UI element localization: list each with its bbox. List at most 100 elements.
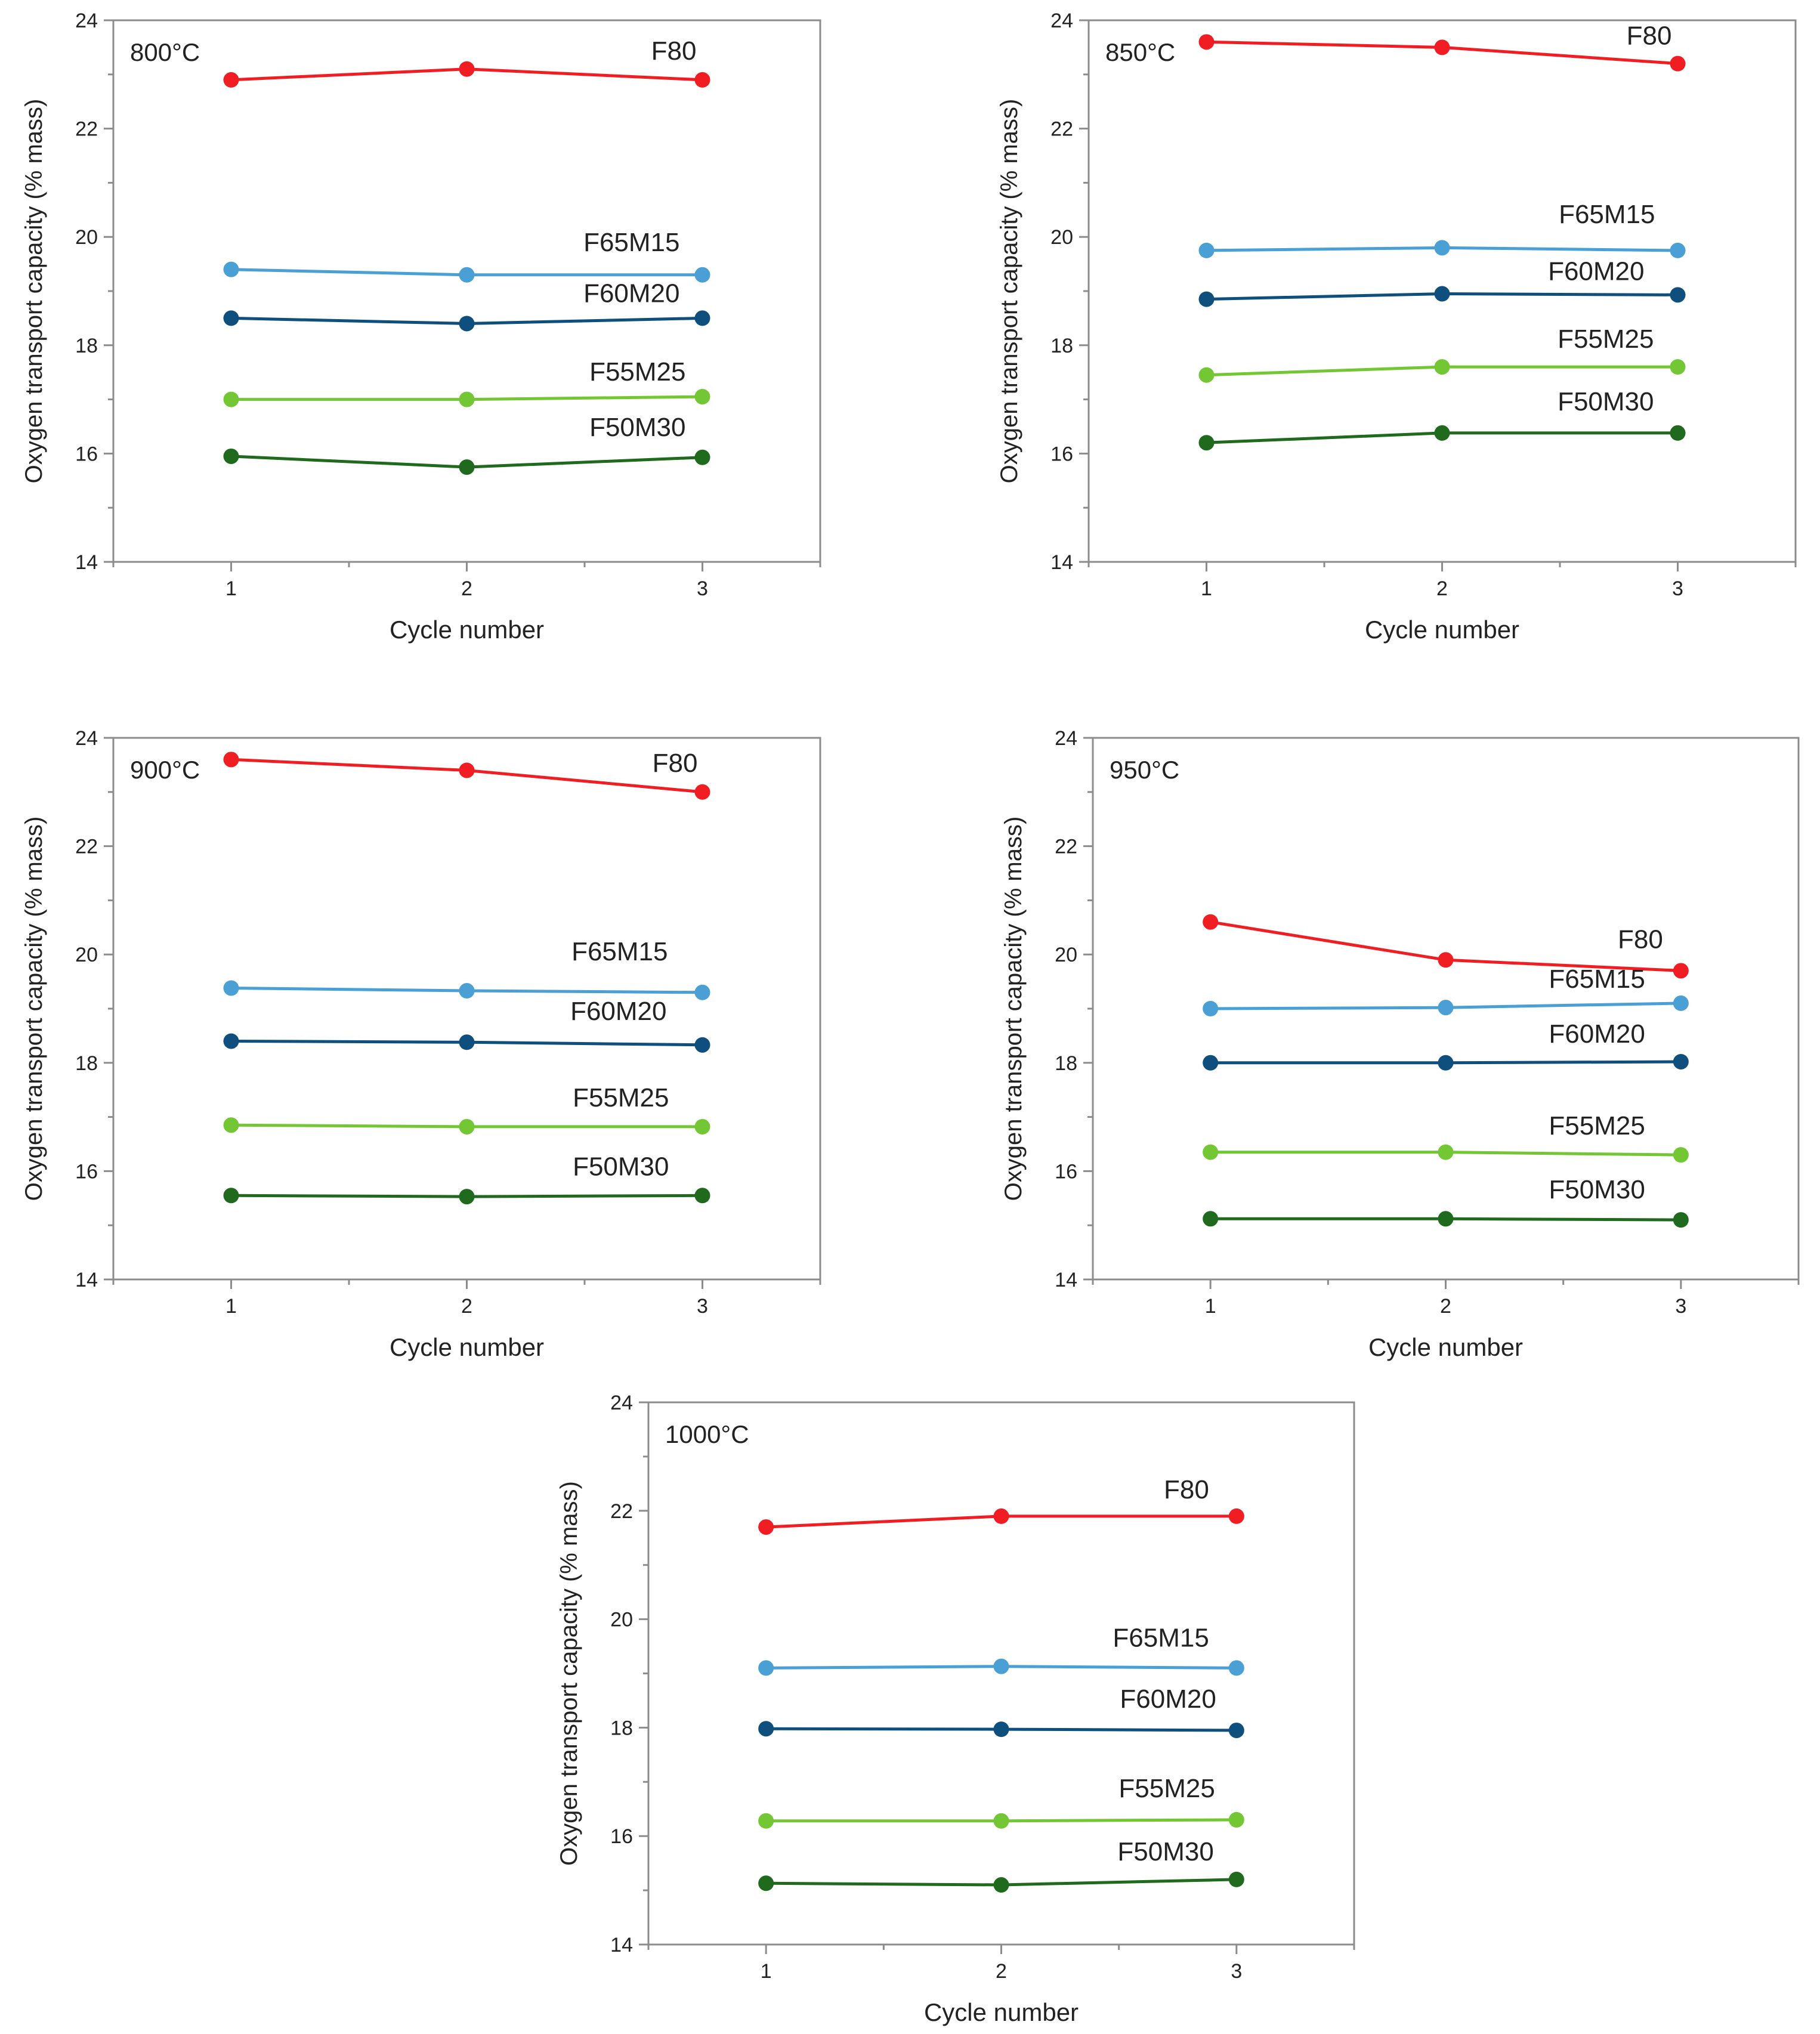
- x-tick-label: 2: [1436, 577, 1448, 600]
- data-point: [459, 459, 475, 475]
- series-label: F80: [1618, 925, 1663, 954]
- series-f65m15: F65M15: [1203, 965, 1689, 1016]
- chart-panel-3: 14 16 18 20 22 24 1 2 3 Cycle number Oxygen transp…: [21, 727, 821, 1361]
- plot-frame: [112, 19, 821, 563]
- y-axis-label: Oxygen transport capacity (% mass): [21, 99, 47, 484]
- series-label: F65M15: [583, 228, 679, 257]
- data-point: [758, 1875, 774, 1891]
- data-point: [694, 389, 710, 405]
- series-f50m30: F50M30: [1198, 387, 1686, 451]
- series-label: F80: [1164, 1475, 1209, 1504]
- y-tick-label: 14: [75, 1269, 98, 1291]
- series-f55m25: F55M25: [1203, 1111, 1689, 1163]
- x-tick-label: 3: [1231, 1960, 1242, 1983]
- y-axis-label: Oxygen transport capacity (% mass): [996, 99, 1022, 484]
- data-point: [1198, 435, 1215, 451]
- data-point: [993, 1813, 1009, 1829]
- series-label: F55M25: [1558, 324, 1654, 354]
- x-tick-label: 3: [1675, 1295, 1686, 1318]
- data-point: [1228, 1871, 1244, 1887]
- series-f55m25: F55M25: [758, 1774, 1244, 1829]
- data-point: [1434, 240, 1450, 256]
- x-tick-label: 1: [225, 577, 237, 600]
- chart-panel-4: 14 16 18 20 22 24 1 2 3 Cycle number Oxygen transp…: [1000, 727, 1800, 1361]
- x-tick-label: 2: [996, 1960, 1007, 1983]
- data-point: [1434, 425, 1450, 441]
- data-point: [1434, 286, 1450, 302]
- series-label: F65M15: [571, 937, 668, 966]
- series-label: F50M30: [1117, 1837, 1213, 1866]
- series-label: F60M20: [1548, 256, 1644, 286]
- x-axis-label: Cycle number: [390, 1333, 544, 1361]
- data-point: [1198, 34, 1215, 50]
- temperature-annotation: 900°C: [130, 756, 200, 784]
- y-tick-label: 18: [75, 335, 98, 357]
- y-tick-label: 24: [1055, 727, 1077, 750]
- y-tick-label: 24: [75, 10, 98, 32]
- y-tick-label: 14: [1050, 551, 1073, 574]
- data-point: [1203, 1001, 1219, 1016]
- series-f60m20: F60M20: [758, 1684, 1244, 1738]
- y-tick-label: 16: [75, 443, 98, 465]
- data-point: [459, 267, 475, 283]
- series-label: F50M30: [589, 413, 685, 442]
- temperature-annotation: 1000°C: [665, 1420, 749, 1448]
- data-point: [1670, 242, 1686, 258]
- series-f60m20: F60M20: [223, 279, 710, 332]
- series-label: F50M30: [573, 1152, 669, 1181]
- data-point: [1198, 242, 1215, 258]
- x-tick-label: 2: [1440, 1295, 1451, 1318]
- series-label: F60M20: [1549, 1019, 1645, 1049]
- data-point: [459, 391, 475, 407]
- temperature-annotation: 950°C: [1110, 756, 1179, 784]
- chart-panel-5: 14 16 18 20 22 24 1 2 3 Cycle number Oxygen transp…: [556, 1392, 1355, 2026]
- data-point: [223, 448, 239, 464]
- series-label: F55M25: [589, 357, 685, 387]
- series-label: F60M20: [583, 279, 679, 308]
- data-point: [1438, 1144, 1454, 1160]
- data-point: [1438, 1000, 1454, 1016]
- y-tick-label: 18: [610, 1717, 633, 1739]
- y-tick-label: 16: [1055, 1160, 1077, 1183]
- data-point: [1203, 1144, 1219, 1160]
- series-f50m30: F50M30: [223, 1152, 710, 1205]
- series-f55m25: F55M25: [223, 1083, 710, 1135]
- data-point: [694, 1118, 710, 1135]
- x-tick-label: 3: [697, 577, 708, 600]
- x-tick-label: 3: [1672, 577, 1683, 600]
- data-point: [1203, 914, 1219, 930]
- temperature-annotation: 850°C: [1105, 38, 1175, 66]
- data-point: [694, 72, 710, 88]
- series-label: F55M25: [1118, 1774, 1215, 1803]
- y-tick-label: 20: [1050, 226, 1073, 249]
- data-point: [223, 72, 239, 88]
- chart-panel-1: 14 16 18 20 22 24 1 2 3 Cycle number Oxygen transp…: [21, 10, 821, 644]
- data-point: [758, 1813, 774, 1829]
- x-axis-label: Cycle number: [924, 1998, 1079, 2026]
- x-axis-label: Cycle number: [1365, 616, 1519, 644]
- y-tick-label: 18: [75, 1052, 98, 1075]
- series-f80: F80: [223, 36, 710, 88]
- x-tick-label: 1: [225, 1295, 237, 1318]
- data-point: [1670, 55, 1686, 72]
- series-f60m20: F60M20: [1198, 256, 1686, 307]
- x-tick-label: 2: [461, 577, 472, 600]
- data-point: [1673, 1053, 1689, 1069]
- data-point: [459, 1118, 475, 1135]
- y-tick-label: 18: [1050, 335, 1073, 357]
- y-tick-label: 16: [610, 1825, 633, 1848]
- data-point: [223, 310, 239, 326]
- series-label: F60M20: [570, 997, 666, 1026]
- data-point: [694, 267, 710, 283]
- series-f60m20: F60M20: [223, 997, 710, 1053]
- chart-panel-2: 14 16 18 20 22 24 1 2 3 Cycle number Oxygen transp…: [996, 10, 1797, 644]
- series-label: F65M15: [1549, 965, 1645, 994]
- x-tick-label: 1: [1201, 577, 1212, 600]
- data-point: [1438, 1211, 1454, 1227]
- data-point: [993, 1658, 1009, 1674]
- data-point: [1438, 952, 1454, 968]
- series-f65m15: F65M15: [223, 937, 710, 1000]
- data-point: [1438, 1055, 1454, 1071]
- y-tick-label: 22: [75, 836, 98, 858]
